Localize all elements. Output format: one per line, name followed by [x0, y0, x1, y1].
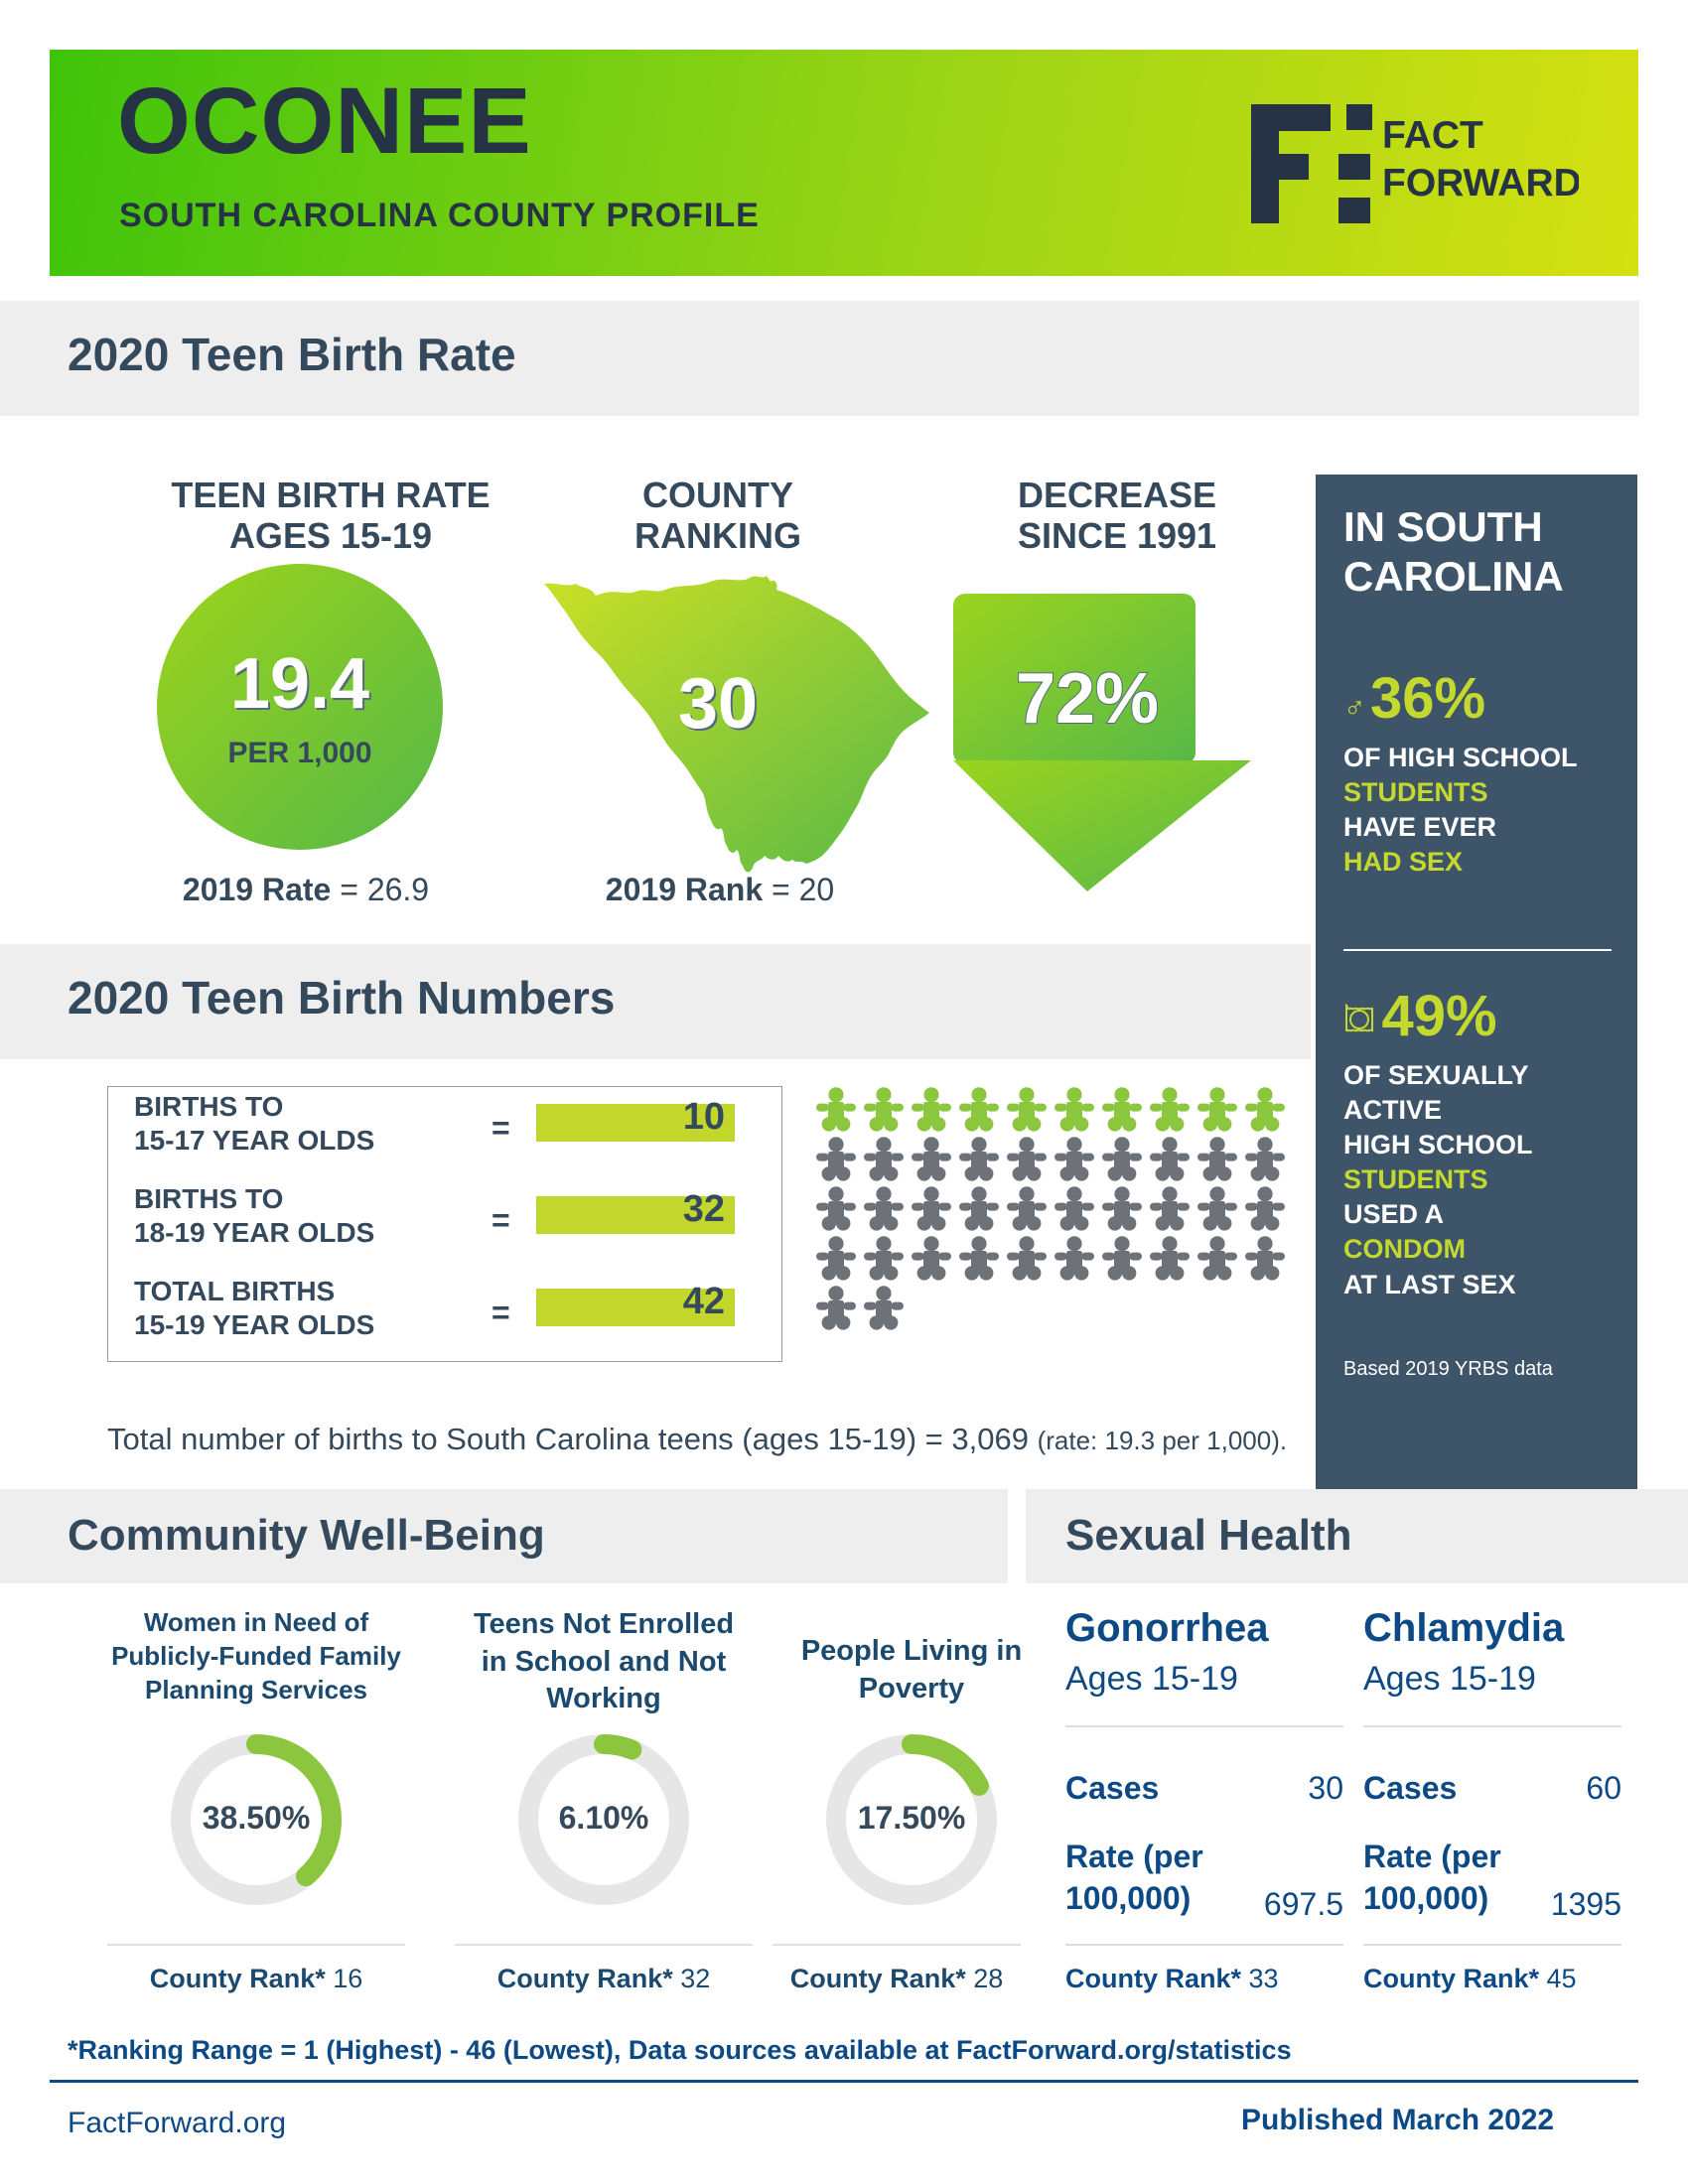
svg-text:17.50%: 17.50% — [858, 1800, 966, 1836]
svg-text:FORWARD: FORWARD — [1382, 162, 1579, 205]
svg-text:38.50%: 38.50% — [203, 1800, 311, 1836]
svg-text:FACT: FACT — [1382, 114, 1483, 157]
svg-text:6.10%: 6.10% — [559, 1800, 649, 1836]
svg-text:72%: 72% — [1016, 659, 1159, 739]
